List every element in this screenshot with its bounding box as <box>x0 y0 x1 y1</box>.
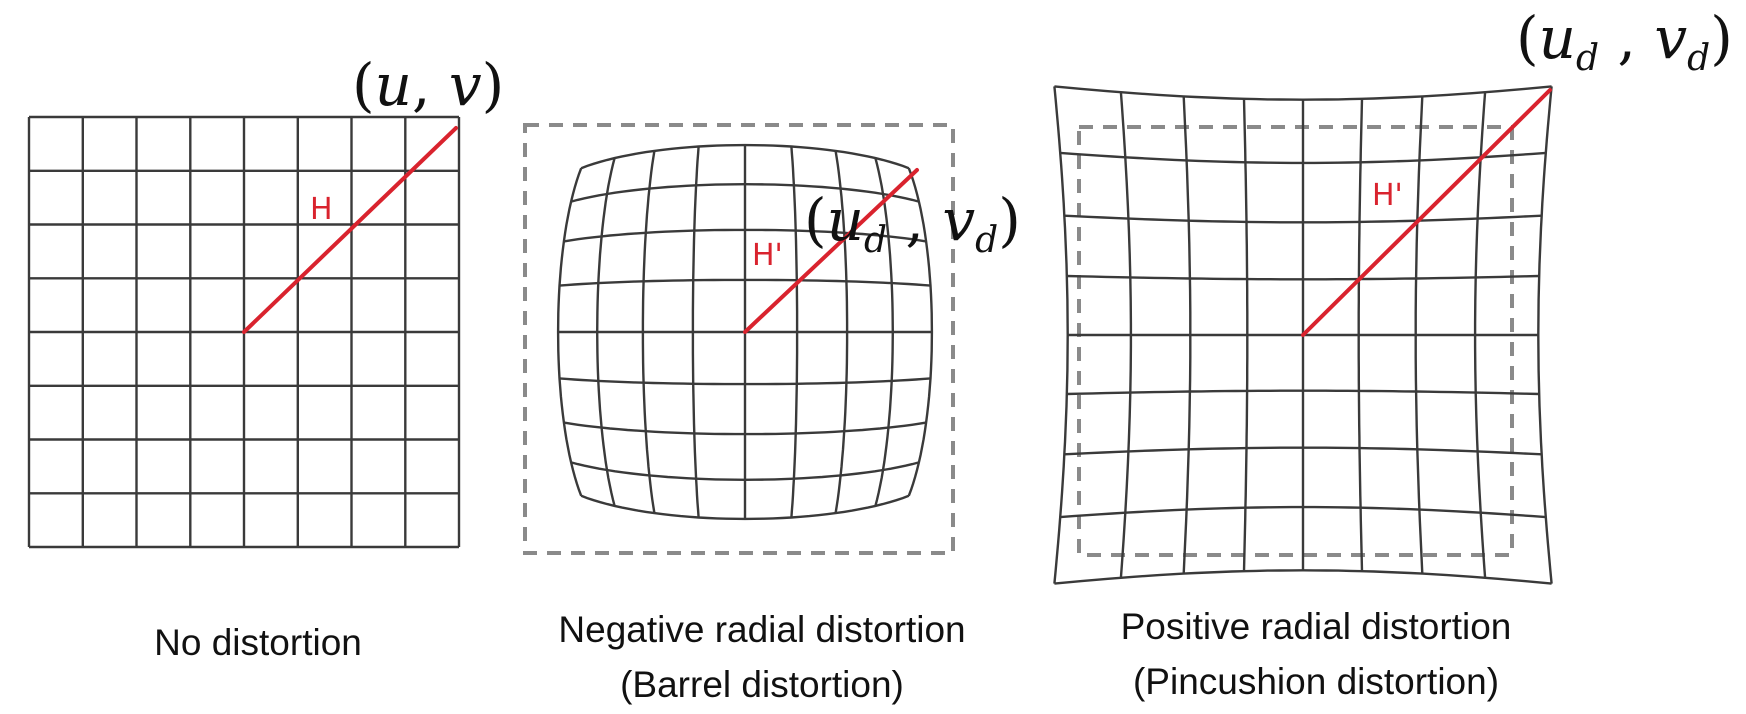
label-h-prime-pincushion: H' <box>1372 178 1403 213</box>
point-label-ud-vd-pincushion: (ud , vd) <box>1516 4 1733 79</box>
caption-barrel-line-1: Negative radial distortion <box>558 609 965 650</box>
grid-line-vertical <box>1537 86 1553 584</box>
grid-line-horizontal <box>1066 389 1540 396</box>
panel-barrel: H' (ud , vd) Negative radial distortion … <box>523 123 1021 705</box>
grid-line-horizontal <box>563 228 927 243</box>
label-h: H <box>310 192 333 227</box>
grid-line-horizontal <box>1054 85 1552 101</box>
grid-pincushion <box>1053 85 1553 585</box>
caption-barrel-line-2: (Barrel distortion) <box>620 664 904 705</box>
grid-line-horizontal <box>1054 569 1552 585</box>
grid-line-horizontal <box>1066 274 1540 281</box>
grid-barrel <box>556 143 934 521</box>
ray-h-prime-pincushion <box>1301 88 1552 337</box>
grid-line-horizontal <box>1064 214 1542 224</box>
grid-line-horizontal <box>559 377 931 386</box>
label-h-prime-barrel: H' <box>752 238 783 273</box>
grid-line-horizontal <box>580 143 910 170</box>
point-label-uv: (u, v) <box>352 51 504 119</box>
ray-h-prime-barrel <box>743 168 919 334</box>
grid-line-horizontal <box>563 421 927 436</box>
panel-no-distortion: H (u, v) No distortion <box>27 51 504 663</box>
grid-line-horizontal <box>559 278 931 287</box>
caption-no-distortion: No distortion <box>154 622 362 663</box>
grid-line-vertical <box>1053 86 1069 584</box>
grid-line-horizontal <box>580 494 910 521</box>
undistorted-frame-outline <box>1077 125 1514 557</box>
grid-line-horizontal <box>1060 505 1546 519</box>
caption-pincushion-line-2: (Pincushion distortion) <box>1133 661 1499 702</box>
point-label-ud-vd-barrel: (ud , vd) <box>804 186 1021 261</box>
undistorted-frame-outline <box>523 123 955 555</box>
panel-pincushion: H' (ud , vd) Positive radial distortion … <box>1053 4 1733 702</box>
grid-line-horizontal <box>570 182 920 203</box>
ray-h <box>242 126 458 334</box>
grid-line-horizontal <box>570 461 920 482</box>
grid-line-horizontal <box>1064 446 1542 456</box>
grid-line-horizontal <box>1060 151 1546 165</box>
caption-pincushion-line-1: Positive radial distortion <box>1121 606 1512 647</box>
